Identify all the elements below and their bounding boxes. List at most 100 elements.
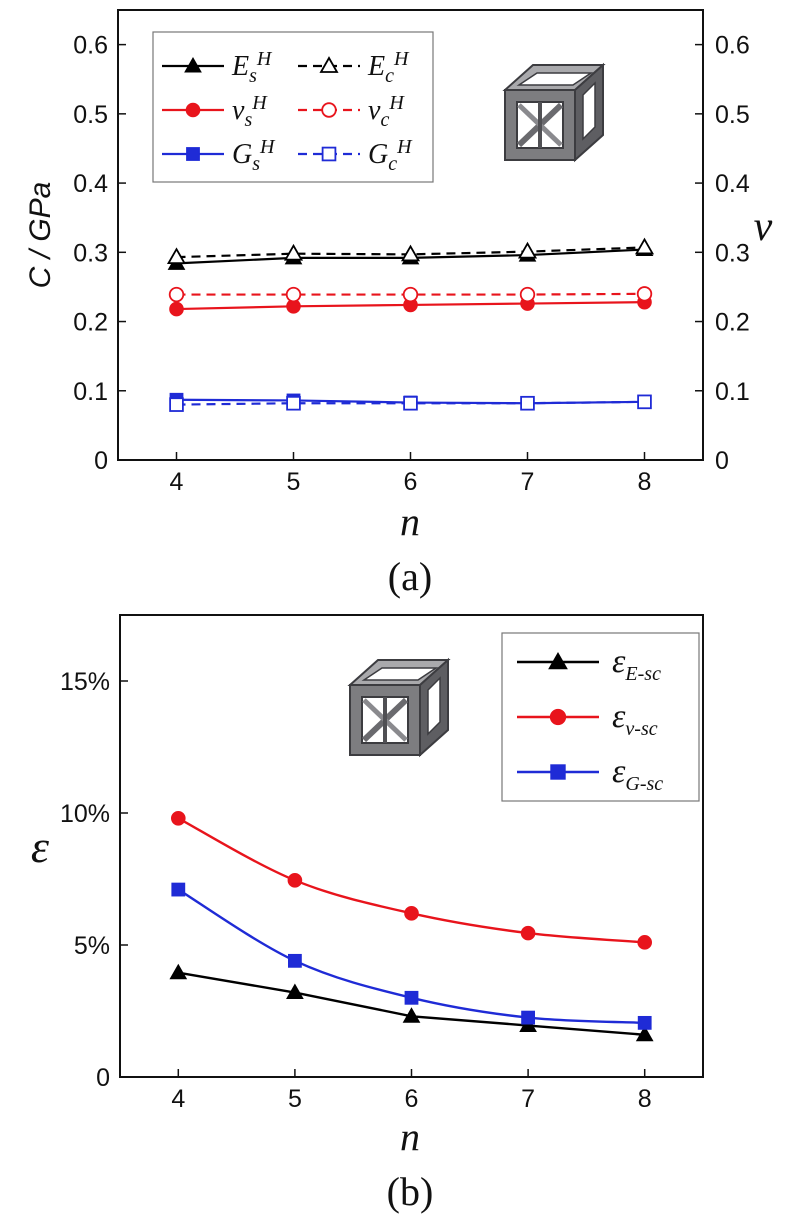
series-line xyxy=(176,246,645,259)
legend-swatch-marker xyxy=(550,764,566,780)
legend-swatch-marker xyxy=(319,56,339,73)
x-tick-label: 5 xyxy=(287,468,301,496)
data-point xyxy=(404,906,419,921)
x-tick-label: 6 xyxy=(405,1085,419,1113)
panel-b: 4 5 6 7 8 0 5% 10% 15% ε n (b) εE-sc εv-sc εG-sc xyxy=(31,614,704,1214)
y-tick-label: 0.2 xyxy=(73,309,108,337)
panel-b-legend-entries: εE-sc εv-sc εG-sc xyxy=(517,643,663,795)
data-point xyxy=(283,243,304,261)
y-tick-label: 15% xyxy=(60,668,110,696)
data-point xyxy=(400,244,421,262)
legend-swatch-marker xyxy=(549,708,567,726)
panel-a-legend: EsH EcH vsH vcH GsH GcH xyxy=(152,31,434,183)
panel-a-caption: (a) xyxy=(388,554,432,599)
cube-lattice-icon xyxy=(347,657,451,758)
data-point xyxy=(166,247,187,265)
data-point xyxy=(171,882,186,897)
data-point xyxy=(169,397,184,412)
panel-b-series xyxy=(169,810,654,1042)
legend-label: εv-sc xyxy=(612,698,658,740)
data-point xyxy=(168,286,185,303)
data-point xyxy=(287,873,303,888)
legend-swatch-marker xyxy=(321,102,337,118)
panel-a: 4 5 6 7 8 0 0 0.1 0.1 0.2 0.2 0.3 0.3 0.4 0.4 0.5 0.5 0.6… xyxy=(24,9,773,599)
data-point xyxy=(637,935,653,950)
y-right-tick-label: 0 xyxy=(715,447,729,475)
y-tick-label: 0.1 xyxy=(73,378,108,406)
legend-swatch-marker xyxy=(185,102,201,118)
legend-swatch-marker xyxy=(186,147,200,161)
data-point xyxy=(402,286,419,303)
x-tick-label: 4 xyxy=(170,468,184,496)
legend-label: vsH xyxy=(232,92,268,131)
data-point xyxy=(286,983,304,1000)
legend-label: GcH xyxy=(368,136,413,175)
y-right-tick-label: 0.6 xyxy=(715,32,750,60)
data-point xyxy=(634,237,655,255)
y-tick-label: 0.4 xyxy=(73,170,108,198)
legend-label: εE-sc xyxy=(612,643,661,685)
y-right-tick-label: 0.4 xyxy=(715,170,750,198)
data-point xyxy=(636,286,653,302)
data-point xyxy=(635,1025,654,1042)
data-point xyxy=(171,810,186,826)
x-tick-label: 6 xyxy=(404,468,418,496)
panel-a-right-axis-label: ν xyxy=(754,204,773,250)
data-point xyxy=(169,963,188,980)
panel-a-x-axis-label: n xyxy=(400,499,420,544)
y-right-tick-label: 0.2 xyxy=(715,309,750,337)
data-point xyxy=(521,1010,536,1025)
data-point xyxy=(169,301,184,317)
series-line xyxy=(177,817,645,944)
legend-label: EcH xyxy=(367,48,410,87)
legend-swatch-marker xyxy=(321,146,337,162)
legend-swatch-marker xyxy=(184,56,202,73)
data-point xyxy=(519,286,536,303)
series-line xyxy=(176,400,645,406)
y-right-tick-label: 0.5 xyxy=(715,101,750,129)
panel-a-axes: 4 5 6 7 8 0 0 0.1 0.1 0.2 0.2 0.3 0.3 0.4 0.4 0.5 0.5 0.6… xyxy=(73,32,750,496)
panel-a-legend-entries: EsH EcH vsH vcH GsH GcH xyxy=(162,48,413,175)
cube-lattice-icon xyxy=(502,62,606,163)
data-point xyxy=(520,395,535,411)
panel-a-series xyxy=(166,237,655,412)
y-tick-label: 0.6 xyxy=(73,32,108,60)
x-tick-label: 5 xyxy=(288,1085,302,1113)
y-right-tick-label: 0.3 xyxy=(715,239,750,267)
data-point xyxy=(637,1015,652,1030)
y-tick-label: 5% xyxy=(74,932,110,960)
y-tick-label: 10% xyxy=(60,800,110,828)
data-point xyxy=(286,395,301,411)
y-tick-label: 0 xyxy=(94,447,108,475)
x-tick-label: 8 xyxy=(638,468,652,496)
panel-a-y-axis-label: C / GPa xyxy=(24,182,57,289)
data-point xyxy=(517,241,538,259)
data-point xyxy=(637,394,652,410)
panel-b-x-axis-label: n xyxy=(400,1114,420,1159)
panel-a-y-axis-label-text: C / GPa xyxy=(24,182,57,289)
x-tick-label: 8 xyxy=(638,1085,652,1113)
data-point xyxy=(520,925,536,941)
panel-b-y-axis-label: ε xyxy=(31,821,50,872)
data-point xyxy=(402,1007,421,1023)
data-point xyxy=(519,1016,537,1033)
legend-label: vcH xyxy=(368,92,405,131)
legend-label: GsH xyxy=(232,136,276,175)
legend-swatch-marker xyxy=(548,651,568,670)
y-tick-label: 0.5 xyxy=(73,101,108,129)
data-point xyxy=(404,990,419,1005)
panel-b-caption: (b) xyxy=(387,1169,434,1214)
y-tick-label: 0 xyxy=(96,1064,110,1092)
y-right-tick-label: 0.1 xyxy=(715,378,750,406)
legend-label: εG-sc xyxy=(612,753,663,795)
panel-b-axes: 4 5 6 7 8 0 5% 10% 15% xyxy=(60,668,652,1113)
data-point xyxy=(403,395,418,411)
data-point xyxy=(288,953,302,968)
panel-b-legend: εE-sc εv-sc εG-sc xyxy=(501,632,700,802)
data-point xyxy=(285,286,302,303)
y-tick-label: 0.3 xyxy=(73,239,108,267)
legend-label: EsH xyxy=(231,48,273,87)
x-tick-label: 7 xyxy=(521,1085,535,1113)
x-tick-label: 4 xyxy=(171,1085,185,1113)
